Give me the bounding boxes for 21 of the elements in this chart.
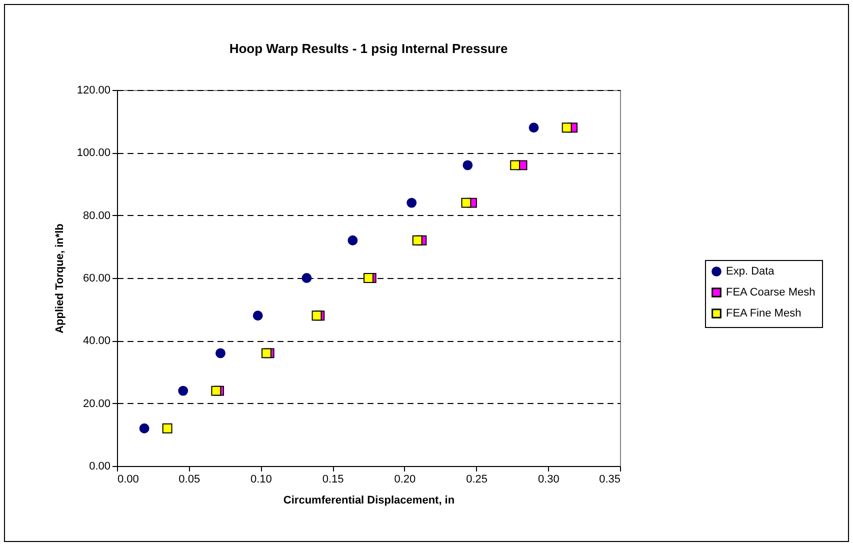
x-tick-label: 0.20: [394, 474, 416, 486]
legend-label: FEA Coarse Mesh: [726, 286, 816, 298]
x-tick-label: 0.05: [178, 474, 200, 486]
y-tick-label: 60.00: [82, 272, 110, 284]
x-tick-label: 0.30: [538, 474, 560, 486]
x-tick-label: 0.25: [466, 474, 488, 486]
y-tick-label: 0.00: [89, 460, 110, 472]
x-tick-label: 0.35: [599, 474, 620, 486]
y-tick-label: 120.00: [76, 84, 110, 96]
x-tick-label: 0.10: [250, 474, 272, 486]
y-tick-label: 40.00: [82, 335, 110, 348]
y-tick-label: 80.00: [82, 210, 110, 222]
x-tick-label: 0.15: [322, 474, 344, 486]
legend-label: FEA Fine Mesh: [726, 308, 802, 320]
y-tick-label: 100.00: [76, 147, 110, 160]
y-tick-label: 20.00: [82, 398, 110, 410]
x-axis-title: Circumferential Displacement, in: [283, 494, 455, 506]
x-tick-label: 0.00: [118, 474, 139, 486]
legend-label: Exp. Data: [726, 266, 776, 278]
y-axis-title: Applied Torque, in*lb: [54, 223, 66, 334]
chart-title: Hoop Warp Results - 1 psig Internal Pressure: [229, 41, 508, 56]
